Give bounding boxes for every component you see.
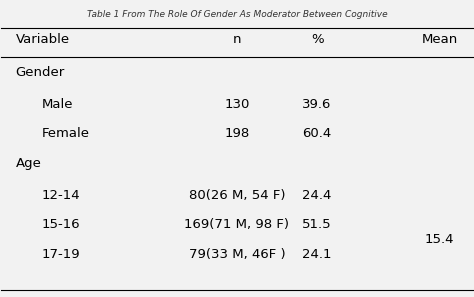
Text: 12-14: 12-14 <box>41 189 80 202</box>
Text: 130: 130 <box>224 98 250 111</box>
Text: %: % <box>311 33 323 46</box>
Text: 24.4: 24.4 <box>302 189 332 202</box>
Text: Female: Female <box>41 127 90 140</box>
Text: 79(33 M, 46F ): 79(33 M, 46F ) <box>189 248 285 261</box>
Text: Variable: Variable <box>16 33 70 46</box>
Text: 169(71 M, 98 F): 169(71 M, 98 F) <box>184 219 290 231</box>
Text: 15.4: 15.4 <box>425 233 455 246</box>
Text: Mean: Mean <box>421 33 458 46</box>
Text: Gender: Gender <box>16 66 65 78</box>
Text: 24.1: 24.1 <box>302 248 332 261</box>
Text: 51.5: 51.5 <box>302 219 332 231</box>
Text: n: n <box>233 33 241 46</box>
Text: Male: Male <box>41 98 73 111</box>
Text: 60.4: 60.4 <box>302 127 332 140</box>
Text: 198: 198 <box>224 127 250 140</box>
Text: 80(26 M, 54 F): 80(26 M, 54 F) <box>189 189 285 202</box>
Text: Table 1 From The Role Of Gender As Moderator Between Cognitive: Table 1 From The Role Of Gender As Moder… <box>87 10 387 19</box>
Text: Age: Age <box>16 157 41 170</box>
Text: 15-16: 15-16 <box>41 219 80 231</box>
Text: 17-19: 17-19 <box>41 248 80 261</box>
Text: 39.6: 39.6 <box>302 98 332 111</box>
